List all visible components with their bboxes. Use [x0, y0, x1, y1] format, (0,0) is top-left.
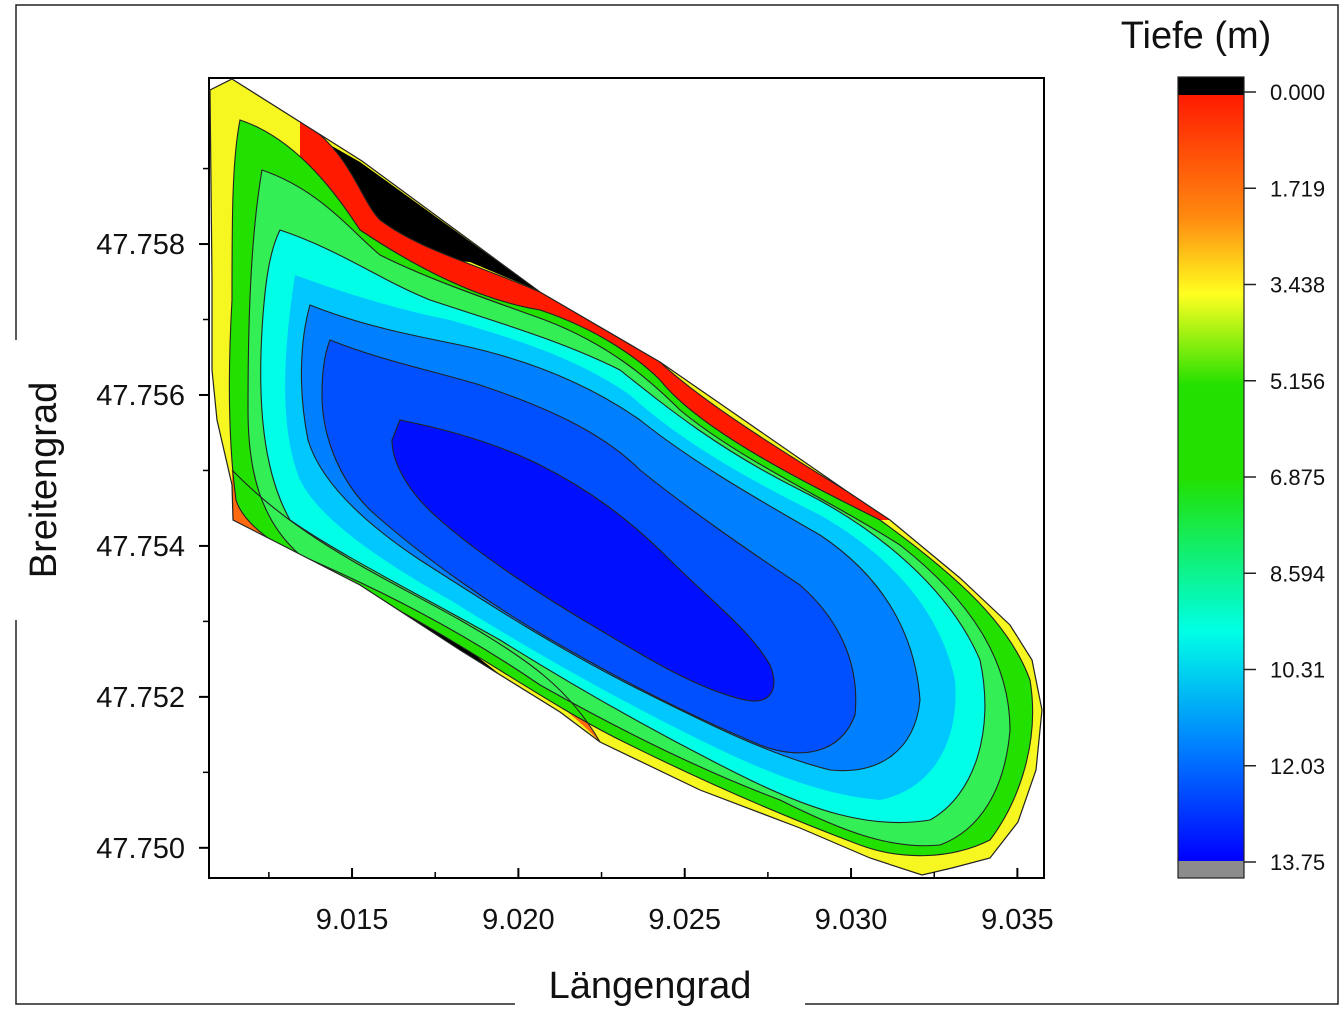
- y-axis: 47.750 47.752 47.754 47.756 47.758: [96, 167, 209, 865]
- contour-line-6: [391, 419, 775, 702]
- colorbar-top-cap: [1178, 77, 1244, 95]
- contour-line-5: [321, 339, 857, 754]
- contour-line-9: [231, 469, 601, 743]
- colorbar-bottom-cap: [1178, 861, 1244, 878]
- colorbar-tick-label: 13.75: [1270, 850, 1325, 875]
- colorbar-title: Tiefe (m): [1121, 15, 1272, 57]
- y-title-backdrop: [15, 340, 77, 620]
- x-tick-label: 9.020: [482, 904, 555, 936]
- colorbar-tick-label: 5.156: [1270, 369, 1325, 394]
- colorbar-tick-label: 0.000: [1270, 80, 1325, 105]
- y-tick-label: 47.754: [96, 531, 185, 563]
- x-axis-title: Längengrad: [549, 965, 752, 1007]
- colorbar-tick-label: 8.594: [1270, 561, 1325, 586]
- colorbar-tick-label: 10.31: [1270, 658, 1325, 683]
- depth-fill-layer: [210, 79, 1042, 875]
- colorbar-tick-label: 12.03: [1270, 754, 1325, 779]
- contour-lines: [228, 119, 1034, 857]
- colorbar: 0.000 1.719 3.438 5.156 6.875 8.594 10.31 12.03…: [1121, 15, 1325, 879]
- contour-line-2: [247, 169, 1011, 847]
- y-tick-label: 47.752: [96, 682, 185, 714]
- x-tick-label: 9.030: [815, 904, 888, 936]
- contour-line-3: [260, 229, 986, 824]
- x-title-backdrop: [515, 960, 805, 1009]
- colorbar-gradient: [1178, 95, 1244, 861]
- contour-line-1: [228, 119, 1034, 857]
- y-tick-label: 47.758: [96, 229, 185, 261]
- y-tick-label: 47.750: [96, 833, 185, 865]
- colorbar-ticks: 0.000 1.719 3.438 5.156 6.875 8.594 10.31 12.03…: [1244, 80, 1325, 875]
- colorbar-tick-label: 1.719: [1270, 176, 1325, 201]
- y-axis-title: Breitengrad: [23, 382, 65, 578]
- depth-fill-black-north: [330, 145, 560, 300]
- colorbar-tick-label: 3.438: [1270, 273, 1325, 298]
- x-tick-label: 9.035: [981, 904, 1054, 936]
- depth-fill-deepest: [392, 420, 774, 701]
- contour-line-8: [659, 361, 846, 491]
- colorbar-tick-label: 6.875: [1270, 465, 1325, 490]
- y-tick-label: 47.756: [96, 380, 185, 412]
- x-axis: 9.015 9.020 9.025 9.030 9.035: [268, 868, 1054, 936]
- contour-line-7: [299, 119, 541, 293]
- x-tick-label: 9.015: [316, 904, 389, 936]
- contour-line-4: [300, 304, 921, 772]
- x-tick-label: 9.025: [648, 904, 721, 936]
